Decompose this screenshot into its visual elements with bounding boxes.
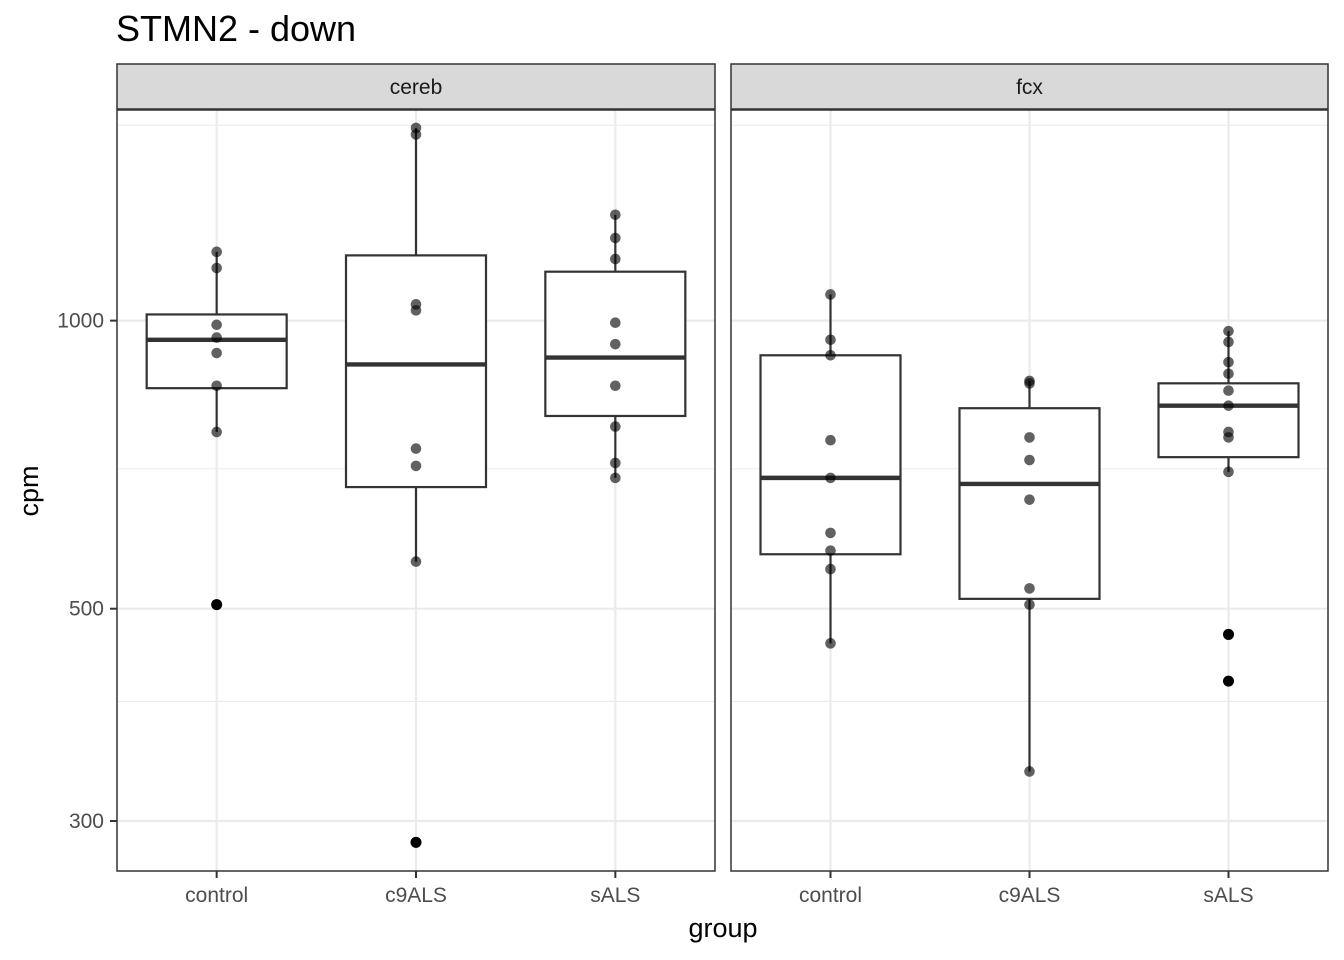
panel-cereb: cereb control c9ALS sALS: [116, 63, 716, 907]
x-tick-label: control: [799, 884, 862, 907]
data-point: [825, 334, 836, 346]
x-tick-label: c9ALS: [385, 884, 447, 907]
data-point: [1223, 432, 1234, 443]
x-axis-title: group: [688, 913, 757, 943]
data-point: [1024, 454, 1035, 466]
data-point: [825, 563, 836, 575]
data-point: [410, 305, 422, 316]
y-axis-title: cpm: [14, 465, 44, 516]
data-point: [211, 380, 222, 392]
data-point: [1223, 385, 1234, 396]
y-tick-label: 1000: [57, 310, 104, 333]
panel-fcx: fcx control c9ALS sALS: [730, 63, 1329, 907]
data-point: [1223, 368, 1234, 380]
data-point: [1223, 325, 1234, 337]
data-point: [610, 338, 621, 350]
data-point: [1223, 400, 1234, 411]
data-point: [610, 209, 621, 221]
data-point: [211, 347, 222, 359]
data-point: [1223, 466, 1234, 478]
data-point: [410, 556, 422, 567]
data-point: [610, 317, 621, 329]
data-point: [610, 472, 621, 484]
x-tick-label: sALS: [1203, 884, 1253, 907]
strip-fcx: [730, 63, 1329, 110]
data-point: [211, 262, 222, 274]
y-axis: 300 500 1000: [57, 310, 117, 833]
data-point: [1223, 629, 1234, 640]
data-point: [1024, 766, 1035, 777]
y-tick-label: 300: [69, 810, 104, 833]
data-point: [211, 319, 222, 331]
data-point: [610, 457, 621, 469]
data-point: [1024, 494, 1035, 505]
data-point: [410, 837, 422, 848]
strip-cereb: [116, 63, 716, 110]
strip-label: cereb: [390, 76, 443, 99]
data-point: [410, 460, 422, 472]
data-point: [1223, 356, 1234, 368]
x-tick-label: c9ALS: [999, 884, 1061, 907]
data-point: [610, 421, 621, 432]
data-point: [825, 434, 836, 446]
x-tick-label: control: [185, 884, 248, 907]
data-point: [825, 638, 836, 649]
data-point: [1024, 432, 1035, 443]
data-point: [610, 232, 621, 244]
data-point: [1024, 378, 1035, 389]
x-tick-label: sALS: [590, 884, 640, 907]
strip-label: fcx: [1016, 76, 1043, 99]
box-iqr: [759, 354, 902, 556]
data-point: [410, 129, 422, 140]
data-point: [825, 527, 836, 539]
data-point: [610, 380, 621, 392]
data-point: [410, 443, 422, 454]
data-point: [1223, 336, 1234, 348]
data-point: [1024, 583, 1035, 594]
data-point: [825, 472, 836, 484]
chart-title: STMN2 - down: [116, 8, 356, 49]
data-point: [211, 426, 222, 438]
data-point: [610, 253, 621, 265]
data-point: [825, 545, 836, 556]
data-point: [1223, 675, 1234, 687]
data-point: [211, 599, 222, 610]
data-point: [1024, 599, 1035, 610]
data-point: [211, 332, 222, 343]
data-point: [825, 289, 836, 300]
data-point: [825, 349, 836, 361]
y-tick-label: 500: [69, 598, 104, 621]
data-point: [211, 246, 222, 258]
facet-panels: cereb control c9ALS sALS fcx control c9ALS sALS: [116, 63, 1329, 907]
